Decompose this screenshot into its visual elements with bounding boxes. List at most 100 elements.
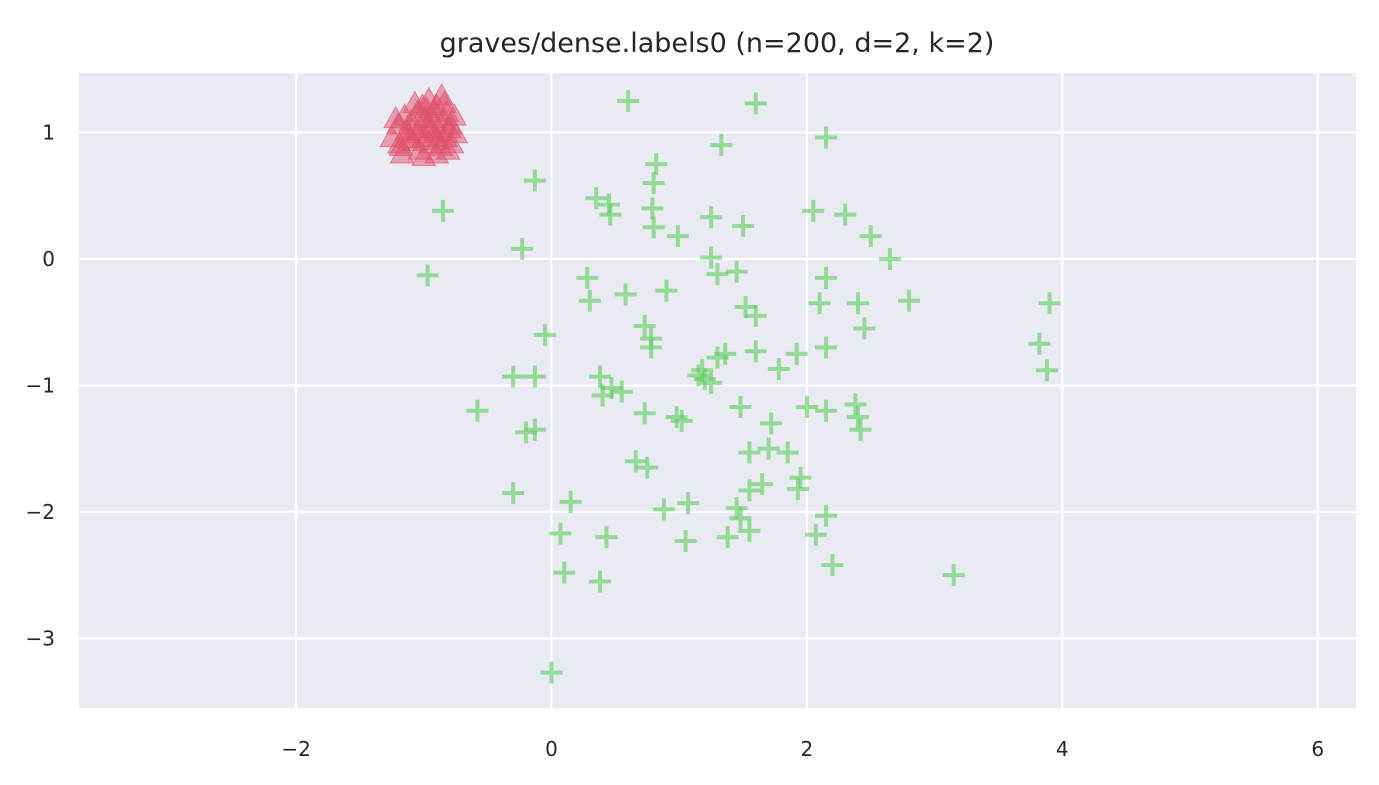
plus-point — [523, 418, 546, 441]
plus-point — [599, 203, 622, 226]
triangle-point — [421, 99, 447, 122]
plus-point — [942, 564, 965, 587]
plus-point — [738, 441, 761, 464]
plus-point — [802, 199, 825, 222]
plus-point — [640, 336, 663, 359]
plus-point — [815, 336, 838, 359]
plus-point — [559, 490, 582, 513]
plus-point — [751, 473, 774, 496]
x-tick-label: 2 — [801, 737, 814, 761]
triangle-point — [386, 131, 413, 154]
plus-point — [600, 376, 623, 399]
plus-point — [641, 197, 664, 220]
y-tick-label: −3 — [26, 626, 55, 650]
plus-point — [776, 441, 799, 464]
plus-point — [595, 526, 618, 549]
plus-point — [757, 437, 780, 460]
plus-point — [815, 266, 838, 289]
plus-point — [614, 283, 637, 306]
plus-point — [846, 406, 869, 429]
plus-point — [511, 237, 534, 260]
plus-point — [633, 314, 656, 337]
plus-point — [534, 323, 557, 346]
plus-point — [786, 478, 809, 501]
y-tick-labels: −3 −2 −1 0 1 — [26, 120, 55, 650]
plus-point — [610, 380, 633, 403]
plus-point — [691, 359, 714, 382]
plus-point — [767, 357, 790, 380]
plus-point — [642, 172, 665, 195]
plus-point — [642, 216, 665, 239]
plus-point — [553, 561, 576, 584]
plus-point — [633, 402, 656, 425]
plus-point — [714, 342, 737, 365]
x-tick-labels: −2 0 2 4 6 — [281, 737, 1324, 761]
plus-point — [1035, 359, 1058, 382]
plus-point — [585, 187, 608, 210]
plus-point — [502, 365, 525, 388]
plus-point — [665, 406, 688, 429]
plus-point — [706, 263, 729, 286]
plus-point — [416, 264, 439, 287]
plus-point — [652, 498, 675, 521]
plus-point — [844, 393, 867, 416]
plus-point — [710, 134, 733, 157]
plus-point — [744, 304, 767, 327]
plus-point — [431, 199, 454, 222]
data-points — [379, 83, 1061, 684]
plus-point — [666, 225, 689, 248]
plus-point — [804, 523, 827, 546]
plus-point — [645, 153, 668, 176]
y-tick-label: 0 — [42, 247, 55, 271]
plus-point — [674, 530, 697, 553]
x-tick-label: 4 — [1056, 737, 1069, 761]
plus-point — [744, 92, 767, 115]
plus-point — [760, 412, 783, 435]
plus-point — [846, 292, 869, 315]
plus-point — [898, 289, 921, 312]
plus-point — [540, 661, 563, 684]
plus-point — [729, 395, 752, 418]
x-tick-label: 0 — [545, 737, 558, 761]
plus-point — [834, 203, 857, 226]
plus-point — [636, 456, 659, 479]
plus-point — [729, 507, 752, 530]
plus-point — [589, 570, 612, 593]
plus-point — [878, 247, 901, 270]
x-tick-label: −2 — [281, 737, 310, 761]
plus-point — [700, 246, 723, 269]
plus-point — [725, 260, 748, 283]
y-tick-label: −1 — [26, 373, 55, 397]
plus-point — [738, 519, 761, 542]
plus-point — [716, 526, 739, 549]
plus-point — [795, 395, 818, 418]
plus-point — [700, 206, 723, 229]
plus-point — [677, 492, 700, 515]
plus-point — [466, 399, 489, 422]
plus-point — [815, 399, 838, 422]
plus-point — [744, 340, 767, 363]
plus-point — [655, 279, 678, 302]
triangle-point — [425, 127, 451, 150]
plus-point — [849, 418, 872, 441]
x-tick-label: 6 — [1311, 737, 1324, 761]
plus-point — [700, 371, 723, 394]
triangle-point — [443, 120, 469, 144]
plus-point — [789, 466, 812, 489]
plus-point — [578, 289, 601, 312]
plus-point — [549, 522, 572, 545]
y-tick-label: −2 — [26, 500, 55, 524]
plus-point — [821, 554, 844, 577]
plus-point — [1028, 332, 1051, 355]
plus-point — [617, 89, 640, 112]
plus-point — [502, 481, 525, 504]
triangle-point — [383, 105, 409, 129]
chart-title: graves/dense.labels0 (n=200, d=2, k=2) — [440, 28, 995, 59]
plus-point — [624, 450, 647, 473]
plus-point — [1038, 292, 1061, 315]
triangle-point — [435, 137, 461, 160]
plus-point — [523, 365, 546, 388]
plus-point — [859, 225, 882, 248]
plot-area — [79, 73, 1356, 708]
